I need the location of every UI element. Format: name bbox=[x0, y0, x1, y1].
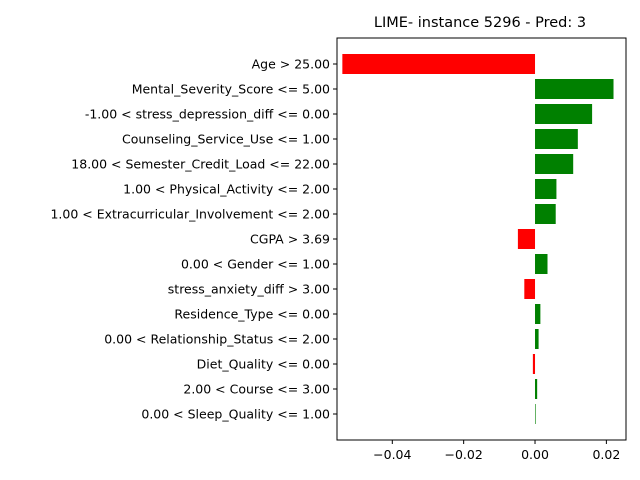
bar bbox=[535, 154, 574, 174]
y-tick-label: 18.00 < Semester_Credit_Load <= 22.00 bbox=[71, 157, 330, 172]
y-tick-label: 1.00 < Extracurricular_Involvement <= 2.… bbox=[50, 207, 330, 222]
bar bbox=[535, 304, 541, 324]
y-tick-label: Diet_Quality <= 0.00 bbox=[197, 357, 330, 372]
bar bbox=[342, 54, 536, 74]
bar bbox=[535, 329, 539, 349]
y-tick-label: Age > 25.00 bbox=[252, 57, 330, 72]
bar bbox=[535, 104, 593, 124]
y-tick-label: 1.00 < Physical_Activity <= 2.00 bbox=[123, 182, 330, 197]
x-tick-label: 0.02 bbox=[592, 447, 620, 462]
x-tick-label: 0.00 bbox=[521, 447, 549, 462]
y-tick-label: CGPA > 3.69 bbox=[250, 232, 330, 247]
y-tick-label: 0.00 < Sleep_Quality <= 1.00 bbox=[141, 407, 330, 422]
bar bbox=[535, 254, 548, 274]
bar bbox=[517, 229, 536, 249]
y-tick-label: Counseling_Service_Use <= 1.00 bbox=[122, 132, 330, 147]
bar bbox=[535, 179, 557, 199]
y-tick-labels: Age > 25.00 Mental_Severity_Score <= 5.00… bbox=[50, 57, 337, 422]
y-tick-label: stress_anxiety_diff > 3.00 bbox=[168, 282, 330, 297]
bar bbox=[535, 79, 614, 99]
y-tick-label: -1.00 < stress_depression_diff <= 0.00 bbox=[85, 107, 330, 122]
plot-frame bbox=[336, 37, 627, 441]
y-tick-label: 0.00 < Gender <= 1.00 bbox=[181, 257, 330, 272]
bar bbox=[535, 379, 538, 399]
y-tick-label: Mental_Severity_Score <= 5.00 bbox=[132, 82, 330, 97]
x-tick-label: −0.04 bbox=[373, 447, 411, 462]
y-tick-label: Residence_Type <= 0.00 bbox=[174, 307, 330, 322]
bars-group bbox=[342, 54, 614, 424]
x-tick-label: −0.02 bbox=[445, 447, 483, 462]
bar bbox=[535, 204, 556, 224]
chart-title: LIME- instance 5296 - Pred: 3 bbox=[374, 15, 586, 31]
y-tick-label: 0.00 < Relationship_Status <= 2.00 bbox=[104, 332, 330, 347]
x-ticks: −0.04 −0.02 0.00 0.02 bbox=[373, 440, 620, 462]
bar bbox=[532, 354, 536, 374]
bar bbox=[535, 129, 578, 149]
bar bbox=[524, 279, 536, 299]
y-tick-label: 2.00 < Course <= 3.00 bbox=[183, 382, 330, 397]
bar bbox=[535, 404, 536, 424]
